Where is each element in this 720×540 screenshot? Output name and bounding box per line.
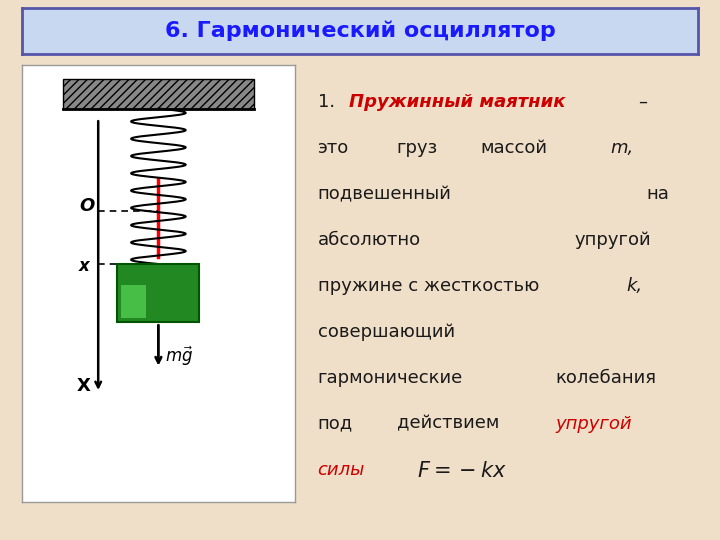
Bar <box>122 286 146 318</box>
Text: X: X <box>76 376 90 395</box>
Text: под: под <box>318 415 353 433</box>
Text: это: это <box>318 139 348 157</box>
Text: $m\vec{g}$: $m\vec{g}$ <box>166 345 194 368</box>
Text: абсолютно: абсолютно <box>318 231 420 249</box>
Text: O: O <box>79 197 94 215</box>
Text: m,: m, <box>611 139 634 157</box>
Text: силы: силы <box>318 461 365 478</box>
Text: упругой: упругой <box>575 231 652 249</box>
Text: колебания: колебания <box>555 369 656 387</box>
Bar <box>117 264 199 322</box>
Text: упругой: упругой <box>555 415 631 433</box>
Text: груз: груз <box>397 139 438 157</box>
Text: –: – <box>638 93 647 111</box>
Text: 1.: 1. <box>318 93 335 111</box>
Text: x: x <box>79 258 90 275</box>
Text: подвешенный: подвешенный <box>318 185 451 203</box>
Text: действием: действием <box>397 415 499 433</box>
Text: Пружинный маятник: Пружинный маятник <box>349 93 566 111</box>
Text: $F = -kx$: $F = -kx$ <box>417 461 506 481</box>
Bar <box>63 79 254 109</box>
Text: гармонические: гармонические <box>318 369 463 387</box>
Text: совершающий: совершающий <box>318 323 454 341</box>
Text: k,: k, <box>626 277 642 295</box>
Text: пружине с жесткостью: пружине с жесткостью <box>318 277 539 295</box>
Text: массой: массой <box>480 139 547 157</box>
Text: 6. Гармонический осциллятор: 6. Гармонический осциллятор <box>165 21 555 41</box>
Text: на: на <box>647 185 669 203</box>
